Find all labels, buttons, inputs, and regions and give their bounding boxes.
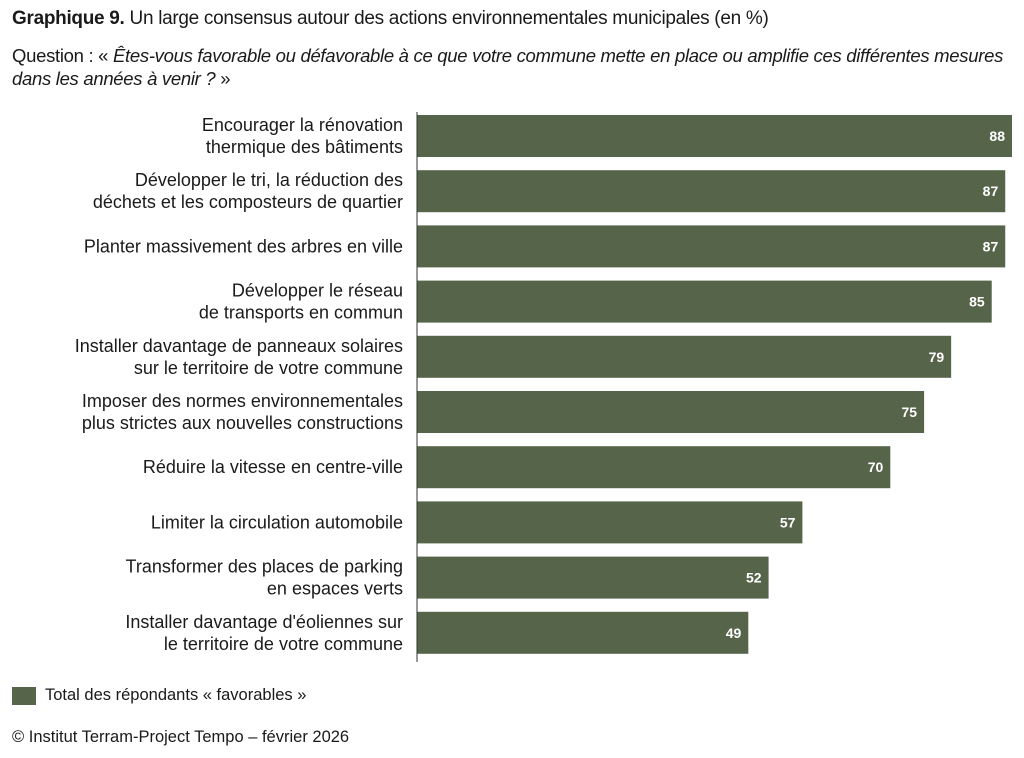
legend-swatch: [12, 686, 36, 705]
bar: [417, 556, 769, 599]
category-label: déchets et les composteurs de quartier: [93, 192, 403, 212]
category-label: en espaces verts: [267, 579, 403, 599]
category-label: le territoire de votre commune: [164, 634, 403, 654]
data-label: 85: [969, 294, 985, 310]
category-label: sur le territoire de votre commune: [134, 358, 403, 378]
legend: Total des répondants « favorables »: [12, 686, 306, 705]
data-label: 79: [929, 349, 945, 365]
category-label: Imposer des normes environnementales: [82, 391, 403, 411]
bar: [417, 391, 925, 433]
bar: [417, 115, 1012, 157]
bar: [417, 225, 1006, 268]
question-body: Êtes-vous favorable ou défavorable à ce …: [12, 45, 1004, 89]
data-label: 87: [983, 238, 999, 254]
chart-title-text: Un large consensus autour des actions en…: [129, 8, 769, 29]
category-label: Planter massivement des arbres en ville: [84, 236, 403, 256]
chart-title-number: Graphique 9.: [12, 8, 125, 29]
legend-label: Total des répondants « favorables »: [45, 686, 307, 704]
data-label: 52: [746, 570, 762, 586]
question-text: Question : « Êtes-vous favorable ou défa…: [12, 44, 1022, 90]
category-label: Installer davantage de panneaux solaires: [75, 336, 403, 356]
bar: [417, 446, 891, 489]
bar: [417, 335, 952, 378]
source-credit: © Institut Terram-Project Tempo – févrie…: [12, 728, 350, 746]
category-label: Développer le réseau: [232, 281, 403, 301]
data-label: 75: [902, 404, 918, 420]
category-label: Limiter la circulation automobile: [151, 512, 403, 532]
data-label: 57: [780, 514, 796, 530]
question-suffix: »: [220, 68, 231, 89]
data-label: 87: [983, 183, 999, 199]
data-label: 49: [726, 625, 742, 641]
bar: [417, 280, 992, 323]
category-label: Réduire la vitesse en centre-ville: [143, 457, 403, 477]
bar: [417, 501, 803, 544]
category-label: Développer le tri, la réduction des: [135, 170, 403, 190]
category-label: plus strictes aux nouvelles construction…: [82, 413, 403, 433]
category-label: Transformer des places de parking: [126, 557, 403, 577]
question-prefix: Question : «: [12, 45, 109, 66]
chart-title: Graphique 9. Un large consensus autour d…: [12, 8, 769, 30]
category-label: Installer davantage d'éoliennes sur: [125, 612, 403, 632]
category-label: thermique des bâtiments: [206, 137, 403, 157]
bar: [417, 170, 1006, 213]
data-label: 88: [989, 128, 1005, 144]
category-label: Encourager la rénovation: [202, 115, 403, 135]
bar: [417, 611, 749, 654]
category-label: de transports en commun: [199, 303, 403, 323]
data-label: 70: [868, 459, 884, 475]
